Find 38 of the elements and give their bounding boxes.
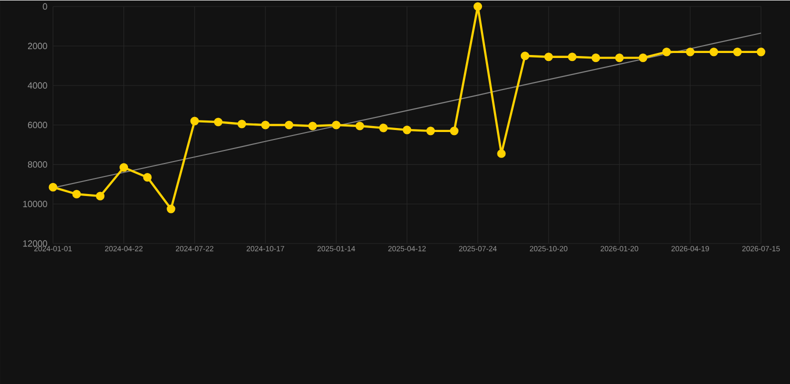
point (638, 53, 648, 62)
point (214, 118, 222, 126)
point (592, 53, 600, 62)
point (544, 52, 553, 61)
y-tick-label: 4000 (28, 82, 48, 88)
point (474, 2, 482, 11)
y-tick-label: 8000 (28, 161, 48, 168)
point (662, 47, 671, 56)
point (426, 126, 435, 135)
point (48, 182, 58, 192)
point (520, 51, 530, 60)
y-tick-label: 10000 (23, 200, 48, 207)
point (190, 116, 199, 126)
point (615, 53, 624, 62)
point (402, 125, 412, 134)
point (568, 52, 576, 61)
point (332, 120, 340, 130)
point (261, 120, 270, 130)
point (356, 121, 364, 130)
point (284, 120, 294, 130)
point (120, 162, 128, 172)
point (733, 47, 742, 56)
point (756, 47, 766, 56)
y-tick-label: 0 (42, 3, 48, 10)
point (497, 149, 506, 158)
point (379, 123, 388, 132)
point (450, 126, 458, 135)
point (238, 119, 246, 128)
point (308, 121, 317, 130)
y-tick-label: 6000 (28, 122, 48, 128)
point (143, 172, 152, 182)
point (710, 47, 718, 56)
point (72, 190, 81, 198)
y-tick-label: 12000 (23, 240, 48, 246)
point (96, 192, 104, 200)
y-tick-label: 2000 (28, 42, 48, 49)
point (686, 47, 694, 56)
point (166, 204, 176, 213)
